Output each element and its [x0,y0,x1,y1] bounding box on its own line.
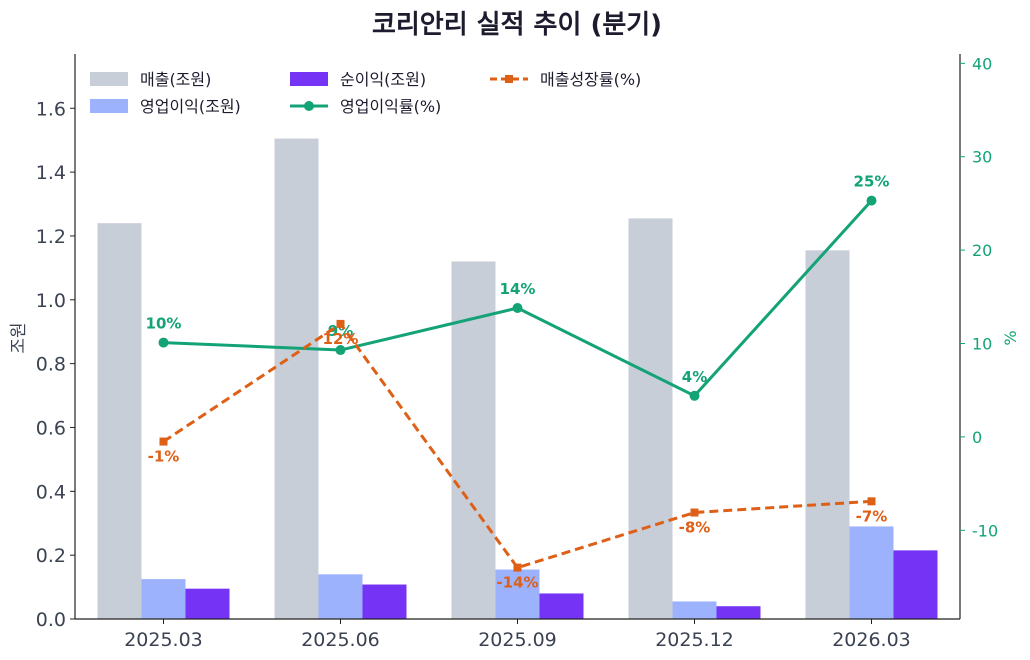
point-0-2 [512,303,523,314]
point-0-0 [158,337,169,348]
y-tick-label-6: 1.2 [36,226,66,248]
legend-label-3: 영업이익률(%) [340,97,441,116]
data-label-1-0: -1% [148,448,180,466]
point-1-2 [513,563,522,572]
x-tick-label-1: 2025.06 [301,629,380,651]
bar-1-0 [141,579,186,619]
lines-layer: 10% 9% 14% 4% 25% -1% 12% -14% -8% -7% [146,173,890,592]
data-label-0-1: 9% [328,322,353,340]
data-label-0-2: 14% [500,280,536,298]
y-tick-label-1: 0.2 [36,545,66,567]
y2-tick-label-5: 40 [972,54,992,73]
point-1-1 [336,319,345,328]
y-tick-label-0: 0.0 [36,609,66,631]
y2-tick-label-2: 10 [972,335,992,354]
legend-label-0: 매출(조원) [140,70,211,89]
legend-swatch-1 [90,99,128,113]
y-tick-label-5: 1.0 [36,290,66,312]
point-0-4 [866,195,877,206]
point-1-4 [867,497,876,506]
legend-marker-3 [304,101,314,111]
legend-swatch-2 [290,72,328,86]
data-label-0-4: 25% [854,173,890,191]
x-tick-label-0: 2025.03 [124,629,203,651]
data-label-1-3: -8% [679,519,711,537]
legend-label-1: 영업이익(조원) [140,97,241,116]
y-axis-label: 조원 [9,322,29,353]
bar-1-1 [318,574,363,619]
y-tick-label-2: 0.4 [36,481,66,503]
legend-label-4: 매출성장률(%) [540,70,641,89]
bars-layer [97,138,938,620]
y2-axis-label: % [1001,330,1020,345]
y-tick-label-8: 1.6 [36,98,66,120]
y-tick-label-4: 0.8 [36,354,66,376]
legend-marker-4 [505,75,513,83]
legend-label-2: 순이익(조원) [340,70,426,89]
data-label-1-1: 12% [323,330,359,348]
bar-2-1 [362,584,407,619]
y2-tick-label-1: 0 [972,428,982,447]
y2-tick-label-4: 30 [972,148,992,167]
y-tick-label-7: 1.4 [36,162,66,184]
y-tick-label-3: 0.6 [36,417,66,439]
bar-2-3 [716,606,761,619]
x-tick-label-3: 2025.12 [655,629,734,651]
bar-1-4 [849,526,894,619]
chart-title: 코리안리 실적 추이 (분기) [372,10,662,40]
y2-tick-label-0: -10 [972,521,998,540]
y2-tick-label-3: 20 [972,241,992,260]
data-label-0-3: 4% [682,368,707,386]
bar-2-4 [893,550,938,619]
bar-2-2 [539,593,584,619]
bar-0-1 [274,138,319,619]
bar-1-2 [495,569,540,619]
point-0-3 [689,390,700,401]
data-label-1-2: -14% [496,574,538,592]
legend-swatch-0 [90,72,128,86]
bar-0-4 [805,250,850,620]
data-label-0-0: 10% [146,315,182,333]
line-0 [163,199,873,398]
x-tick-label-4: 2026.03 [832,629,911,651]
bar-0-3 [628,218,673,620]
point-1-0 [159,437,168,446]
point-0-1 [335,345,346,356]
x-tick-label-2: 2025.09 [478,629,557,651]
legend: 매출(조원) 순이익(조원) 매출성장률(%) 영업이익(조원) 영업이익률(%) [90,70,641,116]
bar-0-0 [97,223,142,619]
point-1-3 [690,508,699,517]
line-1 [162,322,872,570]
axes-layer: 0.0 0.2 0.4 0.6 0.8 1.0 1.2 1.4 1.6 -10 0 10 20 30 40 2… [36,54,998,651]
data-label-1-4: -7% [856,507,888,525]
bar-1-3 [672,601,717,619]
bar-2-0 [185,588,230,619]
